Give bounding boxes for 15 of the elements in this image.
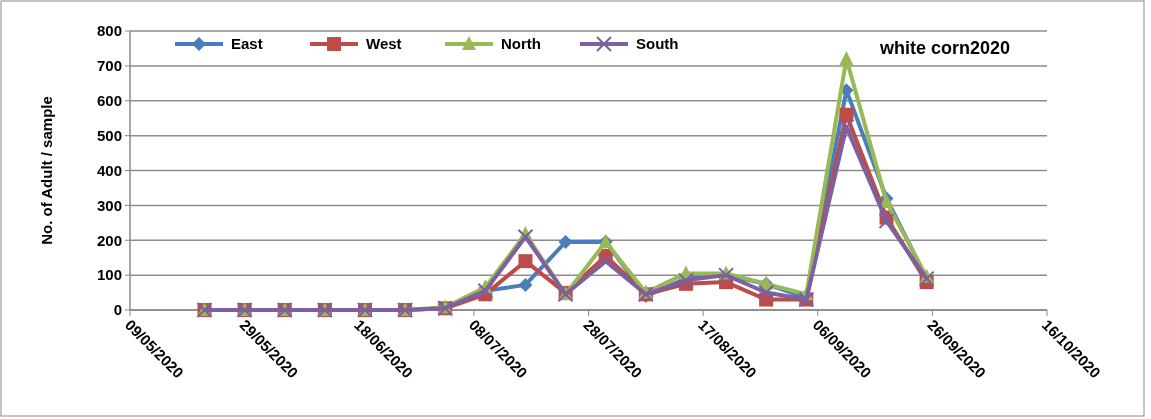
y-tick-label: 300 [96,196,122,214]
y-tick-label: 100 [96,266,122,284]
legend-label: East [231,35,263,53]
y-tick-label: 400 [96,161,122,179]
y-axis-title: No. of Adult / sample [38,96,55,245]
y-tick-label: 0 [113,301,122,319]
y-tick-label: 700 [96,57,122,75]
legend-label: South [636,35,679,53]
y-tick-label: 600 [96,92,122,109]
legend-label: North [501,35,541,53]
chart-title: white corn2020 [878,38,1010,58]
y-tick-label: 500 [96,126,122,144]
y-tick-label: 800 [96,22,122,40]
y-tick-label: 200 [96,231,122,249]
legend-label: West [366,35,402,53]
